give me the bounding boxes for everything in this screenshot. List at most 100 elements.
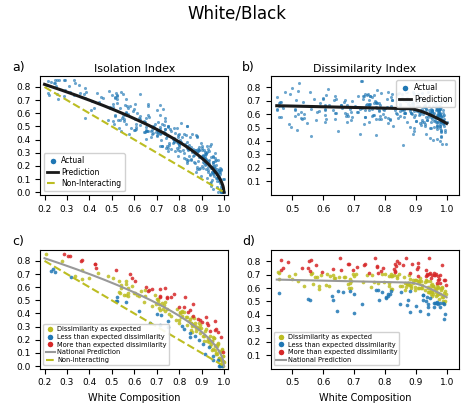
Point: [124, 110, 132, 117]
Point: [365, 97, 373, 104]
Point: [426, 107, 433, 113]
Point: [420, 119, 428, 126]
Point: [99, 94, 107, 101]
Point: [149, 129, 156, 136]
Point: [124, 105, 132, 112]
Point: [289, 84, 296, 91]
Point: [142, 114, 150, 121]
Point: [422, 113, 429, 120]
Point: [434, 106, 441, 112]
Point: [409, 277, 417, 283]
Point: [300, 115, 308, 121]
Point: [421, 102, 429, 109]
Point: [166, 126, 173, 133]
Point: [205, 344, 213, 350]
Point: [175, 144, 183, 150]
Point: [346, 288, 354, 294]
Point: [420, 97, 428, 104]
Point: [377, 115, 384, 122]
Point: [440, 316, 448, 322]
Point: [417, 284, 424, 291]
Point: [310, 96, 318, 102]
Point: [67, 273, 74, 280]
Point: [437, 122, 444, 129]
Point: [219, 352, 227, 359]
Point: [326, 283, 333, 289]
Point: [153, 311, 161, 317]
Point: [316, 100, 324, 107]
Point: [161, 298, 169, 305]
Point: [411, 284, 419, 291]
Point: [295, 80, 303, 87]
Point: [381, 104, 389, 111]
Point: [304, 295, 311, 302]
Point: [356, 130, 364, 137]
Point: [218, 346, 226, 353]
Point: [78, 256, 86, 263]
Point: [329, 106, 337, 113]
Point: [208, 177, 216, 184]
Point: [187, 326, 194, 333]
Point: [191, 152, 198, 158]
Point: [158, 121, 166, 127]
Point: [370, 99, 377, 106]
Point: [186, 306, 194, 313]
Point: [335, 274, 343, 280]
Point: [144, 128, 152, 135]
Point: [91, 261, 99, 268]
Point: [427, 281, 435, 288]
Point: [199, 156, 207, 163]
Point: [42, 82, 50, 89]
Point: [199, 153, 206, 159]
Point: [323, 270, 330, 277]
Point: [212, 351, 220, 357]
Point: [294, 87, 302, 94]
Point: [214, 173, 222, 180]
Point: [406, 105, 414, 112]
Point: [435, 106, 443, 113]
Point: [122, 291, 130, 298]
Point: [363, 272, 370, 278]
Point: [347, 278, 355, 285]
Point: [391, 272, 398, 278]
Point: [174, 140, 182, 146]
Point: [373, 87, 381, 93]
Point: [110, 120, 118, 127]
Point: [437, 291, 444, 297]
Point: [425, 110, 432, 117]
Point: [443, 118, 450, 125]
Point: [117, 89, 124, 95]
Point: [407, 110, 415, 117]
Point: [307, 256, 315, 263]
Point: [300, 111, 308, 117]
Point: [438, 100, 445, 107]
Point: [78, 275, 86, 282]
Point: [140, 118, 147, 125]
Point: [383, 104, 391, 110]
Point: [427, 105, 435, 112]
Point: [427, 118, 435, 125]
Point: [203, 175, 211, 182]
Point: [410, 107, 418, 114]
Point: [346, 280, 354, 287]
Point: [195, 147, 202, 153]
Point: [219, 349, 227, 355]
Point: [154, 297, 162, 304]
Point: [413, 103, 421, 110]
Point: [411, 276, 419, 283]
Point: [436, 272, 444, 278]
Point: [429, 282, 437, 289]
Point: [425, 288, 433, 295]
Point: [401, 110, 408, 116]
Point: [421, 121, 429, 128]
Point: [430, 299, 438, 306]
Point: [428, 115, 436, 122]
Point: [421, 123, 429, 130]
Point: [307, 271, 315, 278]
Point: [408, 97, 415, 103]
Point: [434, 94, 441, 100]
Point: [392, 268, 399, 275]
Point: [148, 124, 155, 130]
Point: [95, 99, 103, 106]
Point: [131, 116, 139, 123]
